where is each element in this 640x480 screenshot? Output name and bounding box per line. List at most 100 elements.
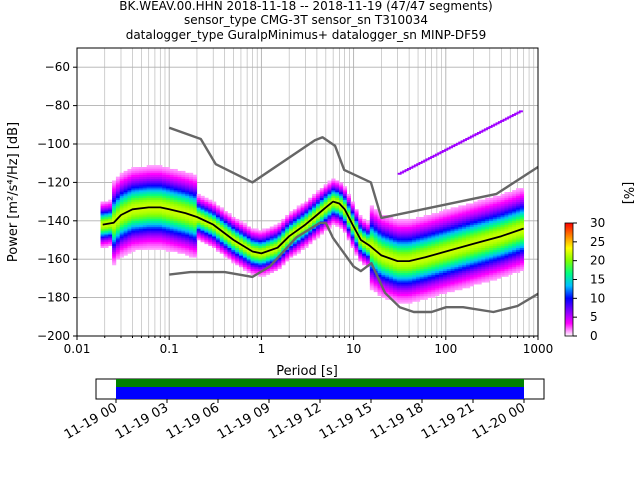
heatmap-cell — [419, 245, 424, 248]
timeline-tick-label: 11-19 09 — [215, 400, 273, 442]
heatmap-cell — [150, 182, 155, 185]
heatmap-cell — [423, 272, 428, 275]
heatmap-cell — [185, 243, 190, 247]
heatmap-cell — [265, 238, 271, 241]
heatmap-cell — [508, 261, 513, 264]
heatmap-cell — [146, 228, 151, 231]
heatmap-cell — [146, 222, 151, 225]
heatmap-cell — [227, 240, 232, 243]
heatmap-cell — [154, 226, 159, 229]
heatmap-cell — [300, 215, 305, 218]
heatmap-cell — [519, 211, 525, 214]
heatmap-cell — [181, 186, 186, 189]
heatmap-cell — [500, 211, 505, 214]
heatmap-cell — [442, 278, 448, 281]
heatmap-cell — [369, 228, 374, 231]
heatmap-cell — [112, 228, 117, 231]
heatmap-cell — [369, 230, 374, 233]
heatmap-cell — [481, 278, 486, 281]
heatmap-cell — [127, 211, 132, 214]
heatmap-cell — [512, 266, 517, 270]
heatmap-cell — [392, 295, 398, 298]
heatmap-cell — [177, 182, 182, 185]
heatmap-cell — [212, 222, 217, 225]
heatmap-cell — [339, 209, 344, 212]
heatmap-cell — [377, 228, 382, 231]
heatmap-cell — [119, 205, 124, 208]
heatmap-cell — [485, 207, 490, 210]
heatmap-cell — [508, 220, 513, 224]
heatmap-cell — [504, 211, 509, 214]
heatmap-cell — [477, 249, 482, 252]
heatmap-cell — [146, 218, 151, 222]
heatmap-cell — [500, 199, 505, 202]
heatmap-cell — [392, 297, 398, 300]
heatmap-cell — [300, 240, 305, 243]
heatmap-cell — [373, 261, 378, 264]
heatmap-cell — [165, 168, 171, 172]
heatmap-cell — [485, 228, 490, 231]
heatmap-cell — [100, 234, 105, 237]
heatmap-cell — [150, 241, 155, 245]
heatmap-cell — [369, 205, 374, 208]
heatmap-cell — [454, 278, 459, 281]
heatmap-cell — [415, 249, 421, 252]
heatmap-cell — [373, 238, 378, 241]
heatmap-cell — [215, 247, 221, 250]
heatmap-cell — [246, 232, 251, 235]
heatmap-cell — [139, 218, 144, 222]
heatmap-cell — [504, 215, 509, 218]
heatmap-cell — [250, 230, 255, 233]
heatmap-cell — [150, 176, 155, 179]
heatmap-cell — [423, 243, 428, 247]
heatmap-cell — [377, 234, 382, 237]
heatmap-cell — [419, 280, 424, 283]
heatmap-cell — [489, 255, 494, 258]
heatmap-cell — [300, 205, 305, 208]
heatmap-cell — [154, 238, 159, 241]
heatmap-cell — [399, 171, 404, 174]
heatmap-cell — [227, 253, 232, 256]
heatmap-cell — [123, 199, 128, 202]
heatmap-cell — [458, 257, 463, 260]
heatmap-cell — [477, 264, 482, 268]
heatmap-cell — [289, 211, 294, 214]
heatmap-cell — [373, 241, 378, 245]
heatmap-cell — [289, 236, 294, 239]
heatmap-cell — [308, 234, 313, 237]
heatmap-cell — [112, 241, 117, 245]
heatmap-cell — [408, 297, 413, 300]
heatmap-cell — [511, 113, 516, 116]
heatmap-cell — [115, 249, 121, 252]
heatmap-cell — [365, 247, 371, 250]
heatmap-cell — [423, 159, 428, 162]
heatmap-cell — [250, 243, 255, 247]
heatmap-cell — [323, 201, 328, 204]
heatmap-cell — [446, 276, 451, 279]
heatmap-cell — [162, 168, 167, 172]
heatmap-cell — [396, 228, 401, 231]
heatmap-cell — [254, 245, 259, 248]
heatmap-cell — [462, 282, 467, 285]
heatmap-cell — [477, 228, 482, 231]
heatmap-cell — [400, 224, 405, 227]
heatmap-cell — [315, 228, 321, 231]
heatmap-cell — [165, 192, 171, 195]
heatmap-cell — [162, 186, 167, 189]
heatmap-cell — [242, 236, 248, 239]
heatmap-cell — [431, 241, 436, 245]
heatmap-cell — [496, 211, 501, 214]
heatmap-cell — [154, 247, 159, 250]
heatmap-cell — [173, 236, 178, 239]
heatmap-cell — [323, 218, 328, 222]
heatmap-cell — [169, 215, 174, 218]
heatmap-cell — [154, 182, 159, 185]
heatmap-cell — [139, 213, 144, 216]
heatmap-cell — [100, 238, 105, 241]
heatmap-cell — [408, 289, 413, 293]
heatmap-cell — [173, 220, 178, 224]
heatmap-cell — [389, 264, 394, 268]
heatmap-cell — [173, 218, 178, 222]
heatmap-cell — [408, 268, 413, 272]
heatmap-cell — [115, 240, 121, 243]
